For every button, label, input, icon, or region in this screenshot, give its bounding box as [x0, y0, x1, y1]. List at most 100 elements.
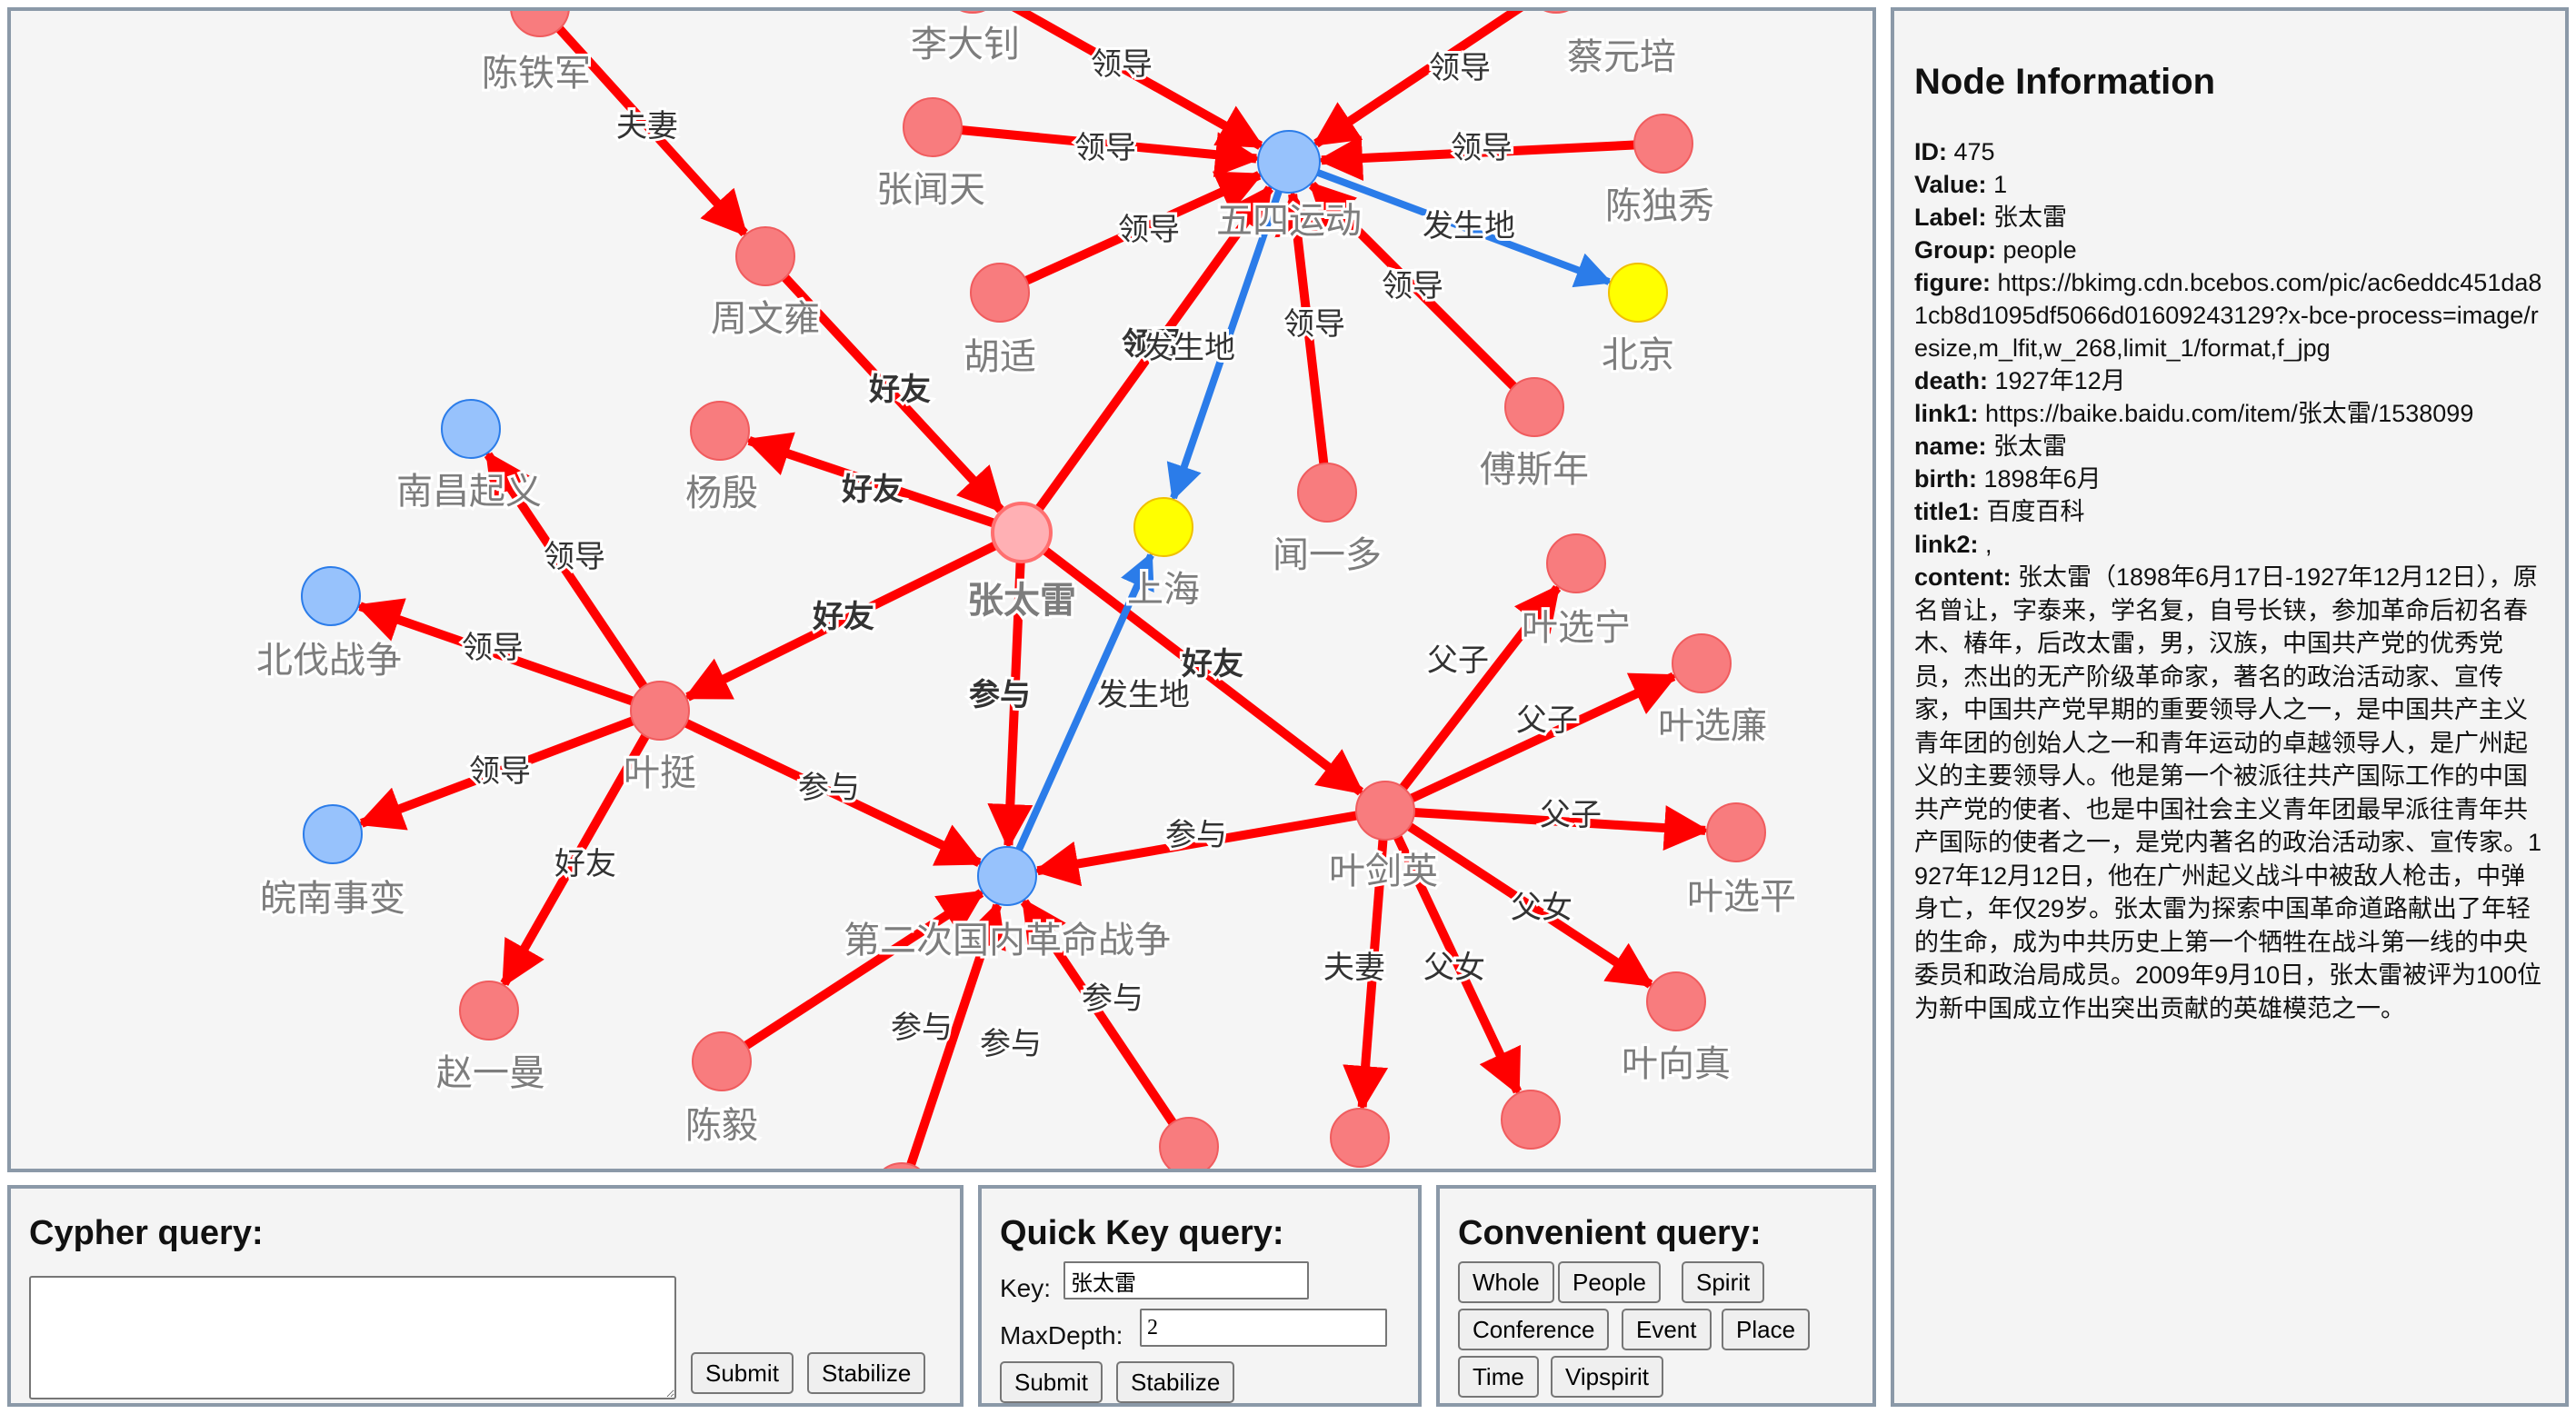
edge-label: 好友: [841, 472, 904, 508]
convenient-query-panel: Convenient query: Whole People Spirit Co…: [1436, 1185, 1876, 1407]
graph-node[interactable]: [944, 11, 1002, 14]
graph-edge[interactable]: [961, 125, 1262, 178]
graph-node[interactable]: [991, 502, 1053, 563]
node-label: 叶选平: [1687, 876, 1796, 918]
cypher-submit-button[interactable]: Submit: [691, 1352, 794, 1394]
graph-edge[interactable]: [1042, 546, 1364, 796]
node-label: 叶剑英: [1329, 851, 1438, 892]
graph-node[interactable]: [1608, 263, 1668, 323]
graph-edge[interactable]: [1274, 189, 1329, 464]
graph-edge[interactable]: [1407, 822, 1654, 989]
graph-edge[interactable]: [357, 716, 634, 831]
graph-edge[interactable]: [484, 451, 648, 690]
info-content-key: content:: [1914, 563, 2012, 591]
info-field-value: 张太雷: [1993, 204, 2068, 231]
cypher-stabilize-button[interactable]: Stabilize: [807, 1352, 926, 1394]
graph-edge[interactable]: [782, 274, 1004, 513]
graph-edge[interactable]: [1409, 672, 1678, 803]
graph-edge[interactable]: [1034, 184, 1274, 512]
info-field-row: ID: 475: [1914, 135, 2545, 168]
node-label: 胡适: [964, 336, 1036, 378]
graph-edge[interactable]: [1316, 135, 1635, 182]
whole-button[interactable]: Whole: [1458, 1261, 1554, 1303]
graph-edge[interactable]: [1033, 811, 1358, 887]
edge-label: 父子: [1427, 642, 1489, 679]
graph-edge[interactable]: [684, 719, 983, 867]
graph-canvas[interactable]: 领导 领导 领导 领导 领导 领导 领导 领导 发生地 发生地 夫妻 好友 好友 好友 好友 参与 发生地 领导领…: [7, 7, 1876, 1172]
graph-edge[interactable]: [1316, 169, 1612, 288]
graph-edge[interactable]: [500, 733, 650, 988]
quick-submit-button[interactable]: Submit: [1000, 1361, 1103, 1403]
graph-edge[interactable]: [555, 25, 748, 237]
graph-node[interactable]: [1672, 633, 1732, 693]
info-field-value: https://baike.baidu.com/item/张太雷/1538099: [1985, 400, 2474, 427]
graph-node[interactable]: [1633, 114, 1693, 174]
graph-edge[interactable]: [1312, 11, 1532, 148]
node-label: 陈毅: [685, 1105, 758, 1147]
graph-edge[interactable]: [1020, 898, 1177, 1126]
graph-edge[interactable]: [1015, 552, 1154, 851]
graph-node[interactable]: [303, 804, 363, 864]
graph-node[interactable]: [1527, 11, 1585, 14]
cypher-textarea[interactable]: [29, 1276, 676, 1399]
graph-node[interactable]: [459, 981, 519, 1041]
graph-node[interactable]: [441, 399, 501, 459]
edge-label: 好友: [1181, 646, 1243, 682]
graph-node[interactable]: [510, 11, 570, 37]
graph-node[interactable]: [873, 1162, 931, 1169]
graph-node[interactable]: [1355, 781, 1415, 841]
graph-node[interactable]: [1159, 1117, 1219, 1169]
key-input[interactable]: [1063, 1261, 1309, 1299]
graph-edge[interactable]: [1166, 189, 1283, 502]
place-button[interactable]: Place: [1722, 1309, 1811, 1350]
graph-node[interactable]: [1257, 130, 1321, 194]
graph-edge[interactable]: [1413, 805, 1711, 851]
node-label: 北京: [1602, 334, 1674, 376]
graph-edge[interactable]: [1393, 834, 1523, 1096]
graph-node[interactable]: [690, 401, 750, 461]
graph-node[interactable]: [692, 1031, 752, 1091]
edge-label: 夫妻: [616, 108, 678, 144]
graph-node[interactable]: [301, 566, 361, 626]
graph-node[interactable]: [1646, 971, 1706, 1031]
graph-edge[interactable]: [355, 598, 634, 706]
conference-button[interactable]: Conference: [1458, 1309, 1610, 1350]
graph-edge[interactable]: [744, 889, 985, 1050]
graph-edge[interactable]: [744, 432, 996, 528]
graph-edge[interactable]: [1308, 181, 1517, 390]
graph-edge[interactable]: [998, 11, 1264, 150]
quick-key-query-panel: Quick Key query: Key: MaxDepth: Submit S…: [978, 1185, 1422, 1407]
graph-node[interactable]: [970, 263, 1030, 323]
info-field-key: title1:: [1914, 498, 1981, 525]
info-field-value: 张太雷: [1993, 433, 2068, 460]
graph-edge[interactable]: [987, 561, 1033, 851]
graph-edge[interactable]: [1399, 583, 1562, 791]
graph-node[interactable]: [1297, 463, 1357, 523]
graph-node[interactable]: [977, 846, 1037, 906]
info-title: Node Information: [1914, 62, 2216, 102]
info-field-row: death: 1927年12月: [1914, 364, 2545, 397]
graph-edge[interactable]: [684, 541, 998, 702]
time-button[interactable]: Time: [1458, 1356, 1539, 1398]
info-field-key: figure:: [1914, 269, 1991, 296]
graph-node[interactable]: [1133, 497, 1193, 557]
graph-node[interactable]: [1504, 377, 1564, 437]
quick-stabilize-button[interactable]: Stabilize: [1116, 1361, 1235, 1403]
graph-node[interactable]: [1706, 802, 1766, 862]
graph-node[interactable]: [1501, 1090, 1561, 1150]
graph-edge[interactable]: [1024, 171, 1263, 285]
graph-edge[interactable]: [1343, 839, 1389, 1112]
graph-node[interactable]: [735, 226, 795, 286]
graph-node[interactable]: [630, 681, 690, 741]
graph-node[interactable]: [1546, 533, 1606, 593]
vipspirit-button[interactable]: Vipspirit: [1551, 1356, 1664, 1398]
event-button[interactable]: Event: [1622, 1309, 1712, 1350]
spirit-button[interactable]: Spirit: [1682, 1261, 1765, 1303]
graph-edge[interactable]: [906, 901, 1006, 1167]
graph-node[interactable]: [903, 97, 963, 157]
edge-label: 参与: [1165, 817, 1227, 853]
graph-node[interactable]: [1330, 1108, 1390, 1168]
people-button[interactable]: People: [1558, 1261, 1661, 1303]
maxdepth-input[interactable]: [1140, 1309, 1387, 1347]
